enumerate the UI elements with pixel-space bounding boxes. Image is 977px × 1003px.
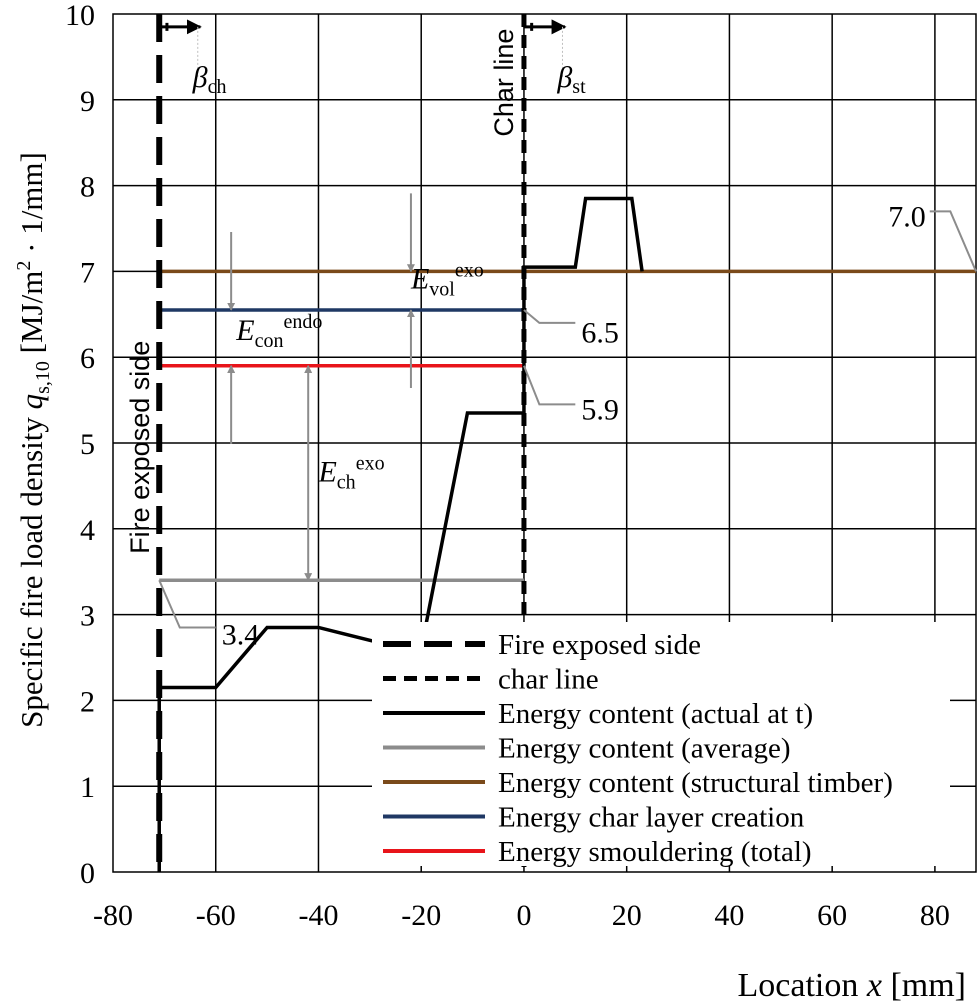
x-tick-label: -80 — [93, 899, 133, 932]
y-tick-label: 3 — [80, 600, 95, 633]
callout-value: 5.9 — [581, 394, 619, 427]
fire-exposed-side-label: Fire exposed side — [125, 341, 155, 554]
y-tick-label: 8 — [80, 171, 95, 204]
e-ch-label: Echexo — [317, 453, 384, 494]
callout-value: 3.4 — [222, 618, 260, 651]
legend-label: Energy smouldering (total) — [498, 836, 812, 868]
legend-box — [372, 622, 950, 866]
x-tick-label: 20 — [612, 899, 642, 932]
plot-frame — [112, 13, 977, 873]
callout-leader — [158, 579, 216, 629]
y-tick-label: 6 — [80, 342, 95, 375]
callout-leader — [929, 210, 977, 272]
beta-ch-label: βch — [192, 61, 227, 98]
legend-label: Fire exposed side — [498, 629, 701, 661]
callout-leader — [523, 309, 576, 324]
legend-label: Energy char layer creation — [498, 802, 805, 834]
x-tick-label: -20 — [401, 899, 441, 932]
callout-value: 6.5 — [581, 316, 619, 349]
callout-value: 7.0 — [888, 201, 926, 234]
x-tick-label: 60 — [817, 899, 847, 932]
grid-lines — [113, 14, 976, 872]
legend-label: char line — [498, 664, 599, 696]
x-tick-label: 0 — [516, 899, 531, 932]
x-tick-label: 80 — [920, 899, 950, 932]
char-line-label: Char line — [489, 29, 519, 137]
y-tick-label: 10 — [65, 0, 95, 32]
e-vol-label: Evolexo — [410, 260, 484, 301]
y-tick-label: 0 — [80, 857, 95, 890]
callout-leader — [523, 365, 576, 406]
x-tick-label: -60 — [196, 899, 236, 932]
legend-label: Energy content (structural timber) — [498, 767, 893, 799]
y-tick-label: 9 — [80, 85, 95, 118]
axis-ticks: -80 -60 -40 -20 0 20 40 60 80 0 1 2 3 4 5 6 7 8 9 10 — [65, 0, 950, 932]
legend-label: Energy content (actual at t) — [498, 698, 813, 730]
y-tick-label: 7 — [80, 256, 95, 289]
y-tick-label: 1 — [80, 771, 95, 804]
beta-st-label: βst — [556, 61, 586, 98]
legend-label: Energy content (average) — [498, 733, 791, 765]
y-axis-title: Specific fire load density qs,10 [MJ/m2 … — [13, 152, 54, 728]
annotations: Fire exposed side Char line βch βst Econendo… — [125, 19, 977, 651]
x-tick-label: -40 — [298, 899, 338, 932]
y-tick-label: 5 — [80, 428, 95, 461]
y-tick-label: 4 — [80, 514, 95, 547]
e-con-label: Econendo — [235, 311, 322, 352]
y-tick-label: 2 — [80, 685, 95, 718]
x-tick-label: 40 — [714, 899, 744, 932]
x-axis-title: Location x [mm] — [738, 967, 966, 1003]
